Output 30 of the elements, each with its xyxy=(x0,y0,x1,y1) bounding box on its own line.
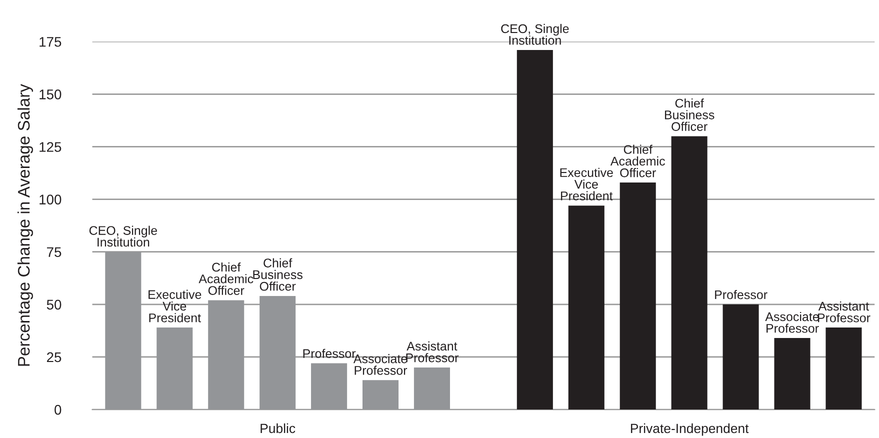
x-tick-label: Assistant Professor xyxy=(818,301,870,322)
y-tick-label: 125 xyxy=(40,142,62,152)
y-tick-label: 0 xyxy=(54,404,62,415)
bar xyxy=(774,338,810,410)
bar xyxy=(620,182,656,410)
y-tick-label: 175 xyxy=(40,37,62,47)
x-tick-label: Chief Business Officer xyxy=(253,258,302,291)
x-tick-label: Associate Professor xyxy=(353,354,408,375)
x-tick-label: CEO, Single Institution xyxy=(501,24,569,45)
x-tick-label: Professor xyxy=(715,290,768,300)
y-axis-title: Percentage Change in Average Salary xyxy=(17,84,34,366)
x-tick-label: CEO, Single Institution xyxy=(89,226,158,247)
text: Public xyxy=(260,423,296,434)
x-tick-label: Chief Business Officer xyxy=(664,98,714,131)
bar xyxy=(826,328,862,410)
bar xyxy=(722,304,759,410)
x-tick-label: Assistant Professor xyxy=(406,341,459,362)
x-tick-label: Professor xyxy=(303,348,356,358)
x-tick-label: Executive Vice President xyxy=(560,168,613,200)
bar xyxy=(516,50,553,410)
y-tick-label: 25 xyxy=(46,352,62,362)
x-tick-label: Executive Vice President xyxy=(148,290,202,322)
bar xyxy=(568,206,604,410)
y-tick-label: 100 xyxy=(40,194,62,204)
text: Private-Independent xyxy=(630,423,749,436)
y-tick-label: 75 xyxy=(47,247,62,258)
bar xyxy=(671,136,708,410)
x-tick-label: Associate Professor xyxy=(765,312,819,333)
y-tick-label: 50 xyxy=(46,300,62,310)
y-tick-label: 150 xyxy=(40,90,62,100)
